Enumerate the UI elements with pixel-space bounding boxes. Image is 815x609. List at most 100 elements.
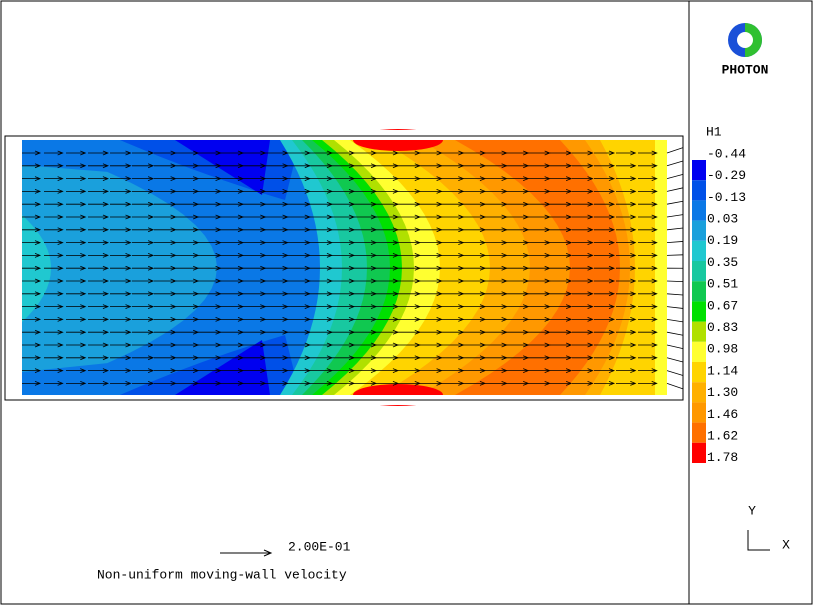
vector bbox=[44, 304, 64, 309]
vector bbox=[154, 253, 177, 258]
vector bbox=[616, 265, 637, 271]
band bbox=[175, 340, 270, 395]
vector bbox=[528, 342, 551, 348]
vector bbox=[550, 227, 573, 233]
vector bbox=[44, 381, 64, 386]
vector bbox=[88, 163, 109, 169]
vector bbox=[594, 355, 616, 361]
vector bbox=[66, 291, 87, 297]
vector bbox=[528, 368, 551, 373]
vector bbox=[88, 381, 109, 386]
vector bbox=[528, 304, 551, 309]
vector bbox=[132, 265, 155, 271]
vector bbox=[528, 240, 551, 245]
vector bbox=[616, 189, 637, 194]
vector bbox=[88, 176, 109, 181]
vector bbox=[572, 317, 594, 322]
vector bbox=[154, 227, 177, 233]
vector bbox=[616, 355, 637, 361]
vector bbox=[616, 176, 637, 181]
vector bbox=[528, 278, 551, 284]
vector bbox=[132, 381, 155, 386]
vector bbox=[616, 253, 637, 258]
vector bbox=[666, 174, 684, 179]
vector bbox=[616, 150, 637, 156]
vector bbox=[616, 227, 637, 233]
band bbox=[600, 140, 667, 395]
legend-label: 0.83 bbox=[707, 320, 738, 335]
vector bbox=[594, 368, 616, 373]
vector bbox=[594, 227, 616, 233]
vector bbox=[638, 355, 658, 361]
vector bbox=[550, 355, 573, 361]
vector bbox=[110, 304, 132, 309]
vector bbox=[110, 381, 132, 386]
vector bbox=[154, 150, 177, 156]
vector bbox=[572, 189, 594, 194]
vector bbox=[666, 319, 684, 323]
vector bbox=[528, 214, 551, 220]
vector bbox=[572, 265, 594, 271]
vector bbox=[66, 265, 87, 271]
legend-label: 1.62 bbox=[707, 429, 738, 444]
vector bbox=[572, 381, 594, 386]
vector bbox=[594, 150, 616, 156]
legend-swatch bbox=[692, 341, 706, 362]
legend-label: 0.98 bbox=[707, 342, 738, 357]
vector bbox=[528, 227, 551, 233]
vector bbox=[154, 355, 177, 361]
vector bbox=[616, 368, 637, 373]
vector bbox=[550, 240, 573, 245]
vector bbox=[666, 293, 684, 296]
vector bbox=[594, 214, 616, 220]
axis-glyph bbox=[747, 530, 770, 551]
vector bbox=[594, 265, 616, 271]
vector bbox=[154, 368, 177, 373]
vector bbox=[666, 160, 684, 167]
vector bbox=[154, 189, 177, 194]
vector bbox=[616, 342, 637, 348]
vector bbox=[66, 355, 87, 361]
legend-label: 1.14 bbox=[707, 363, 738, 378]
vector bbox=[110, 201, 132, 207]
vector bbox=[22, 240, 42, 245]
legend-label: 1.30 bbox=[707, 385, 738, 400]
vector bbox=[132, 253, 155, 258]
vector bbox=[638, 329, 658, 335]
vector bbox=[88, 150, 109, 156]
vector bbox=[22, 355, 42, 361]
vector bbox=[666, 383, 684, 390]
vector bbox=[154, 201, 177, 207]
vector bbox=[154, 381, 177, 386]
vector bbox=[88, 201, 109, 207]
vector bbox=[550, 201, 573, 207]
vector bbox=[616, 381, 637, 386]
vector bbox=[22, 163, 42, 169]
vector bbox=[132, 342, 155, 348]
legend: -0.44 -0.29 -0.13 0.03 0.19 0.35 0.51 0.67 0.83 0… bbox=[692, 146, 746, 465]
vector bbox=[22, 201, 42, 207]
vector bbox=[132, 240, 155, 245]
vector bbox=[44, 265, 64, 271]
vector bbox=[666, 331, 684, 336]
vector bbox=[88, 240, 109, 245]
vector bbox=[666, 344, 684, 350]
vector bbox=[44, 150, 64, 156]
vector bbox=[550, 150, 573, 156]
axis-y-label: Y bbox=[748, 503, 756, 518]
legend-swatch bbox=[692, 240, 706, 261]
vector bbox=[44, 329, 64, 335]
vector bbox=[638, 342, 658, 348]
vector bbox=[110, 265, 132, 271]
legend-swatch bbox=[692, 180, 706, 201]
vector bbox=[44, 240, 64, 245]
vector bbox=[110, 355, 132, 361]
logo: PHOTON bbox=[722, 23, 768, 77]
vector bbox=[572, 240, 594, 245]
vector bbox=[22, 265, 42, 271]
mask bbox=[22, 130, 667, 140]
legend-label: -0.44 bbox=[707, 146, 746, 161]
vector bbox=[66, 329, 87, 335]
contour-field bbox=[22, 129, 667, 406]
